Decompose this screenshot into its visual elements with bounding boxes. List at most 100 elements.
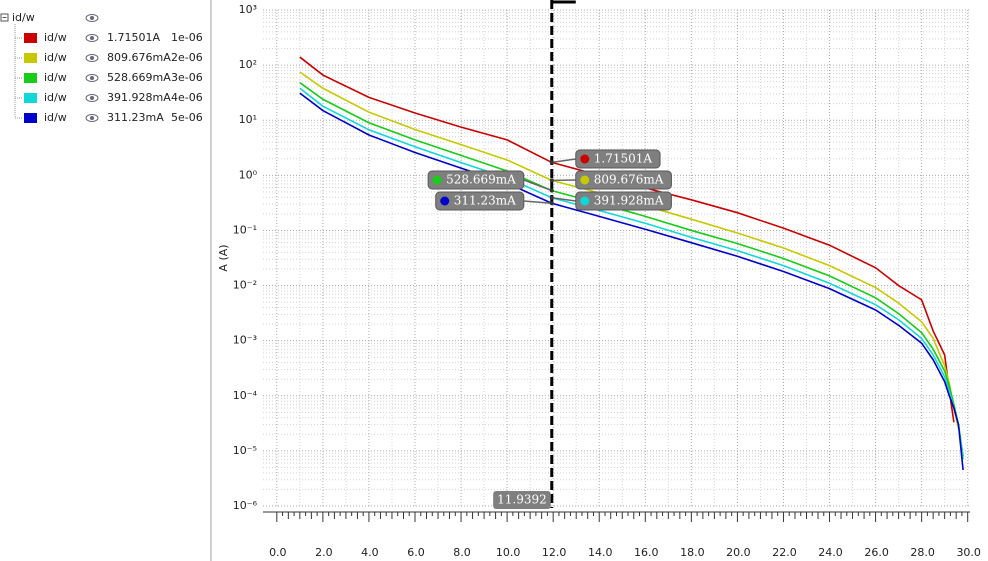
plot: 10⁻⁶ 10⁻⁵ 10⁻⁴ 10⁻³ 10⁻² 10⁻¹ 10⁰ 10¹ 10² 10³ A (A…	[217, 0, 981, 559]
eye-icon[interactable]	[85, 74, 99, 82]
readout-dot	[580, 196, 590, 206]
x-tick-label: 26.0	[864, 546, 889, 559]
eye-icon[interactable]	[85, 94, 99, 102]
legend-readout: 809.676mA	[107, 51, 171, 64]
readout-box	[575, 191, 672, 211]
x-tick-label: 30.0	[956, 546, 981, 559]
legend-swatch	[24, 73, 37, 83]
tree-root-label: id/w	[12, 11, 35, 24]
legend-swatch	[24, 113, 37, 123]
legend-name: id/w	[44, 71, 67, 84]
eye-icon[interactable]	[85, 34, 99, 42]
x-tick-label: 16.0	[634, 546, 659, 559]
legend-param: 1e-06	[171, 31, 203, 44]
y-tick-label: 10⁻²	[233, 279, 257, 292]
readout-callout[interactable]: 1.71501A	[549, 149, 661, 169]
eye-pupil	[90, 116, 94, 120]
x-tick-label: 4.0	[361, 546, 379, 559]
y-tick-label: 10⁻³	[233, 334, 257, 347]
legend-param: 5e-06	[171, 111, 203, 124]
marker-x-label: 11.9392	[497, 493, 547, 507]
legend-name: id/w	[44, 31, 67, 44]
readout-dot	[580, 154, 590, 164]
eye-icon[interactable]	[85, 14, 99, 22]
readout-label: 391.928mA	[594, 194, 664, 208]
tree-root[interactable]: id/w	[0, 11, 99, 24]
readout-connector	[551, 158, 576, 164]
curve	[299, 87, 964, 460]
legend-readout: 311.23mA	[107, 111, 164, 124]
x-tick-label: 24.0	[818, 546, 843, 559]
readout-callout[interactable]: 391.928mA	[549, 191, 672, 211]
legend-param: 4e-06	[171, 91, 203, 104]
eye-outline	[85, 94, 99, 102]
legend-name: id/w	[44, 51, 67, 64]
readout-connector	[523, 200, 552, 205]
y-tick-label: 10⁻⁴	[233, 389, 258, 402]
y-tick-label: 10⁻¹	[233, 223, 257, 236]
readout-point	[549, 160, 554, 165]
x-tick-label: 10.0	[496, 546, 521, 559]
readout-point	[549, 178, 554, 183]
y-tick-label: 10⁻⁶	[233, 499, 258, 512]
x-tick-label: 18.0	[680, 546, 705, 559]
readout-dot	[432, 175, 442, 185]
eye-pupil	[90, 96, 94, 100]
y-axis-label: A (A)	[217, 244, 230, 271]
readout-point	[549, 195, 554, 200]
eye-outline	[85, 54, 99, 62]
readout-box	[575, 149, 661, 169]
x-tick-label: 28.0	[910, 546, 935, 559]
x-tick-label: 6.0	[407, 546, 425, 559]
legend-name: id/w	[44, 111, 67, 124]
readout-box	[427, 170, 525, 190]
legend-swatch	[24, 93, 37, 103]
curve	[299, 56, 955, 423]
y-tick-label: 10¹	[239, 113, 257, 126]
readout-label: 528.669mA	[446, 173, 516, 187]
readout-label: 809.676mA	[594, 173, 664, 187]
readout-label: 1.71501A	[594, 152, 653, 166]
x-tick-label: 0.0	[269, 546, 287, 559]
readout-point	[549, 201, 554, 206]
legend-swatch	[24, 53, 37, 63]
legend: id/w 1.71501A 1e-06 id/w 809.676mA 2e-06 id/w 5…	[14, 24, 203, 124]
y-tick-label: 10³	[239, 3, 257, 16]
x-tick-label: 12.0	[542, 546, 567, 559]
legend-swatch	[24, 33, 37, 43]
y-tick-label: 10⁰	[239, 168, 258, 181]
y-tick-label: 10²	[239, 58, 257, 71]
readout-connector	[551, 197, 576, 202]
eye-outline	[85, 34, 99, 42]
readout-point	[549, 188, 554, 193]
curve	[299, 82, 964, 457]
legend-readout: 391.928mA	[107, 91, 171, 104]
legend-name: id/w	[44, 91, 67, 104]
marker-x-box	[493, 491, 551, 509]
eye-icon[interactable]	[85, 54, 99, 62]
readout-callout[interactable]: 528.669mA	[427, 170, 554, 193]
readout-box	[435, 191, 525, 211]
collapse-icon[interactable]	[0, 13, 9, 22]
eye-pupil	[90, 56, 94, 60]
legend-param: 3e-06	[171, 71, 203, 84]
x-tick-label: 22.0	[772, 546, 797, 559]
eye-pupil	[90, 36, 94, 40]
y-tick-label: 10⁻⁵	[233, 444, 257, 457]
x-tick-label: 14.0	[588, 546, 613, 559]
x-tick-label: 20.0	[726, 546, 751, 559]
readout-label: 311.23mA	[454, 194, 516, 208]
readout-dot	[440, 196, 450, 206]
legend-readout: 528.669mA	[107, 71, 171, 84]
legend-readout: 1.71501A	[107, 31, 160, 44]
eye-icon[interactable]	[85, 114, 99, 122]
readout-callout[interactable]: 809.676mA	[549, 170, 672, 190]
curve	[299, 71, 960, 430]
readout-box	[575, 170, 672, 190]
readout-dot	[580, 175, 590, 185]
readout-connector	[523, 179, 553, 192]
legend-param: 2e-06	[171, 51, 203, 64]
readout-callout[interactable]: 311.23mA	[435, 191, 554, 211]
x-tick-label: 8.0	[453, 546, 471, 559]
